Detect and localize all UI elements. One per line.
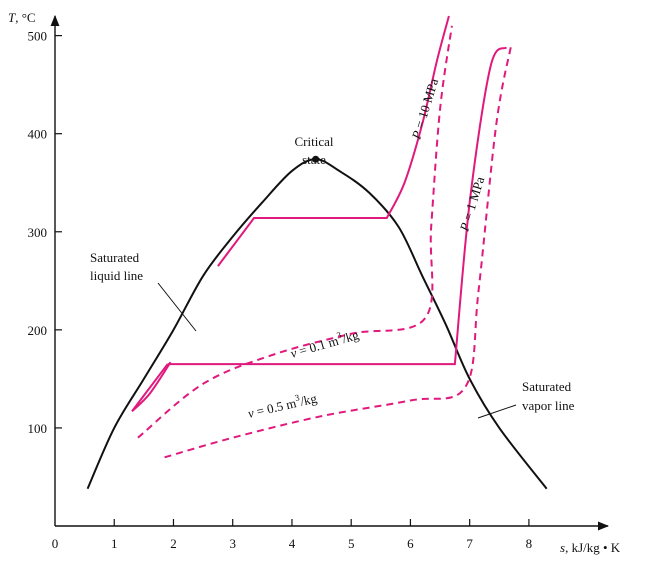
sat-liquid-label-line1: Saturated: [90, 250, 140, 265]
y-axis-title: T, °C: [8, 10, 36, 25]
sat-vapor-leader: [477, 404, 517, 419]
sat-liquid-leader: [157, 282, 197, 332]
y-tick-label: 400: [28, 127, 48, 142]
isobar-1mpa: [167, 46, 508, 366]
isobar-1mpa-compressed-liquid: [131, 361, 172, 412]
x-tick-label: 5: [348, 536, 355, 551]
x-ticks: 0 1 2 3 4 5 6 7 8: [52, 519, 532, 551]
x-tick-label: 2: [170, 536, 177, 551]
y-tick-label: 200: [28, 323, 48, 338]
x-tick-label: 3: [229, 536, 236, 551]
critical-label-line2: state: [302, 152, 326, 167]
p1-label: P = 1 MPa: [456, 175, 487, 234]
y-tick-label: 100: [28, 421, 48, 436]
p10-label: P = 10 MPa: [408, 76, 441, 141]
isobar-10mpa-compressed-liquid: [131, 363, 169, 412]
x-tick-label: 7: [466, 536, 473, 551]
x-tick-label: 0: [52, 536, 59, 551]
y-tick-label: 300: [28, 225, 48, 240]
v01-label: v = 0.1 m3/kg: [288, 325, 361, 361]
v05-label: v = 0.5 m3/kg: [246, 388, 319, 421]
y-ticks: 100 200 300 400 500: [28, 29, 62, 436]
isochore-0-5: [164, 45, 513, 459]
sat-vapor-label-line1: Saturated: [522, 379, 572, 394]
sat-liquid-label-line2: liquid line: [90, 268, 143, 283]
isochore-0-1: [137, 25, 453, 439]
x-tick-label: 8: [526, 536, 533, 551]
x-axis-title: s, kJ/kg • K: [560, 540, 621, 555]
sat-vapor-label-line2: vapor line: [522, 398, 575, 413]
x-tick-label: 4: [289, 536, 296, 551]
y-tick-label: 500: [28, 29, 48, 44]
x-tick-label: 6: [407, 536, 414, 551]
isobar-10mpa: [217, 15, 450, 267]
critical-point: [312, 155, 320, 163]
critical-label-line1: Critical: [295, 134, 334, 149]
x-tick-label: 1: [111, 536, 118, 551]
